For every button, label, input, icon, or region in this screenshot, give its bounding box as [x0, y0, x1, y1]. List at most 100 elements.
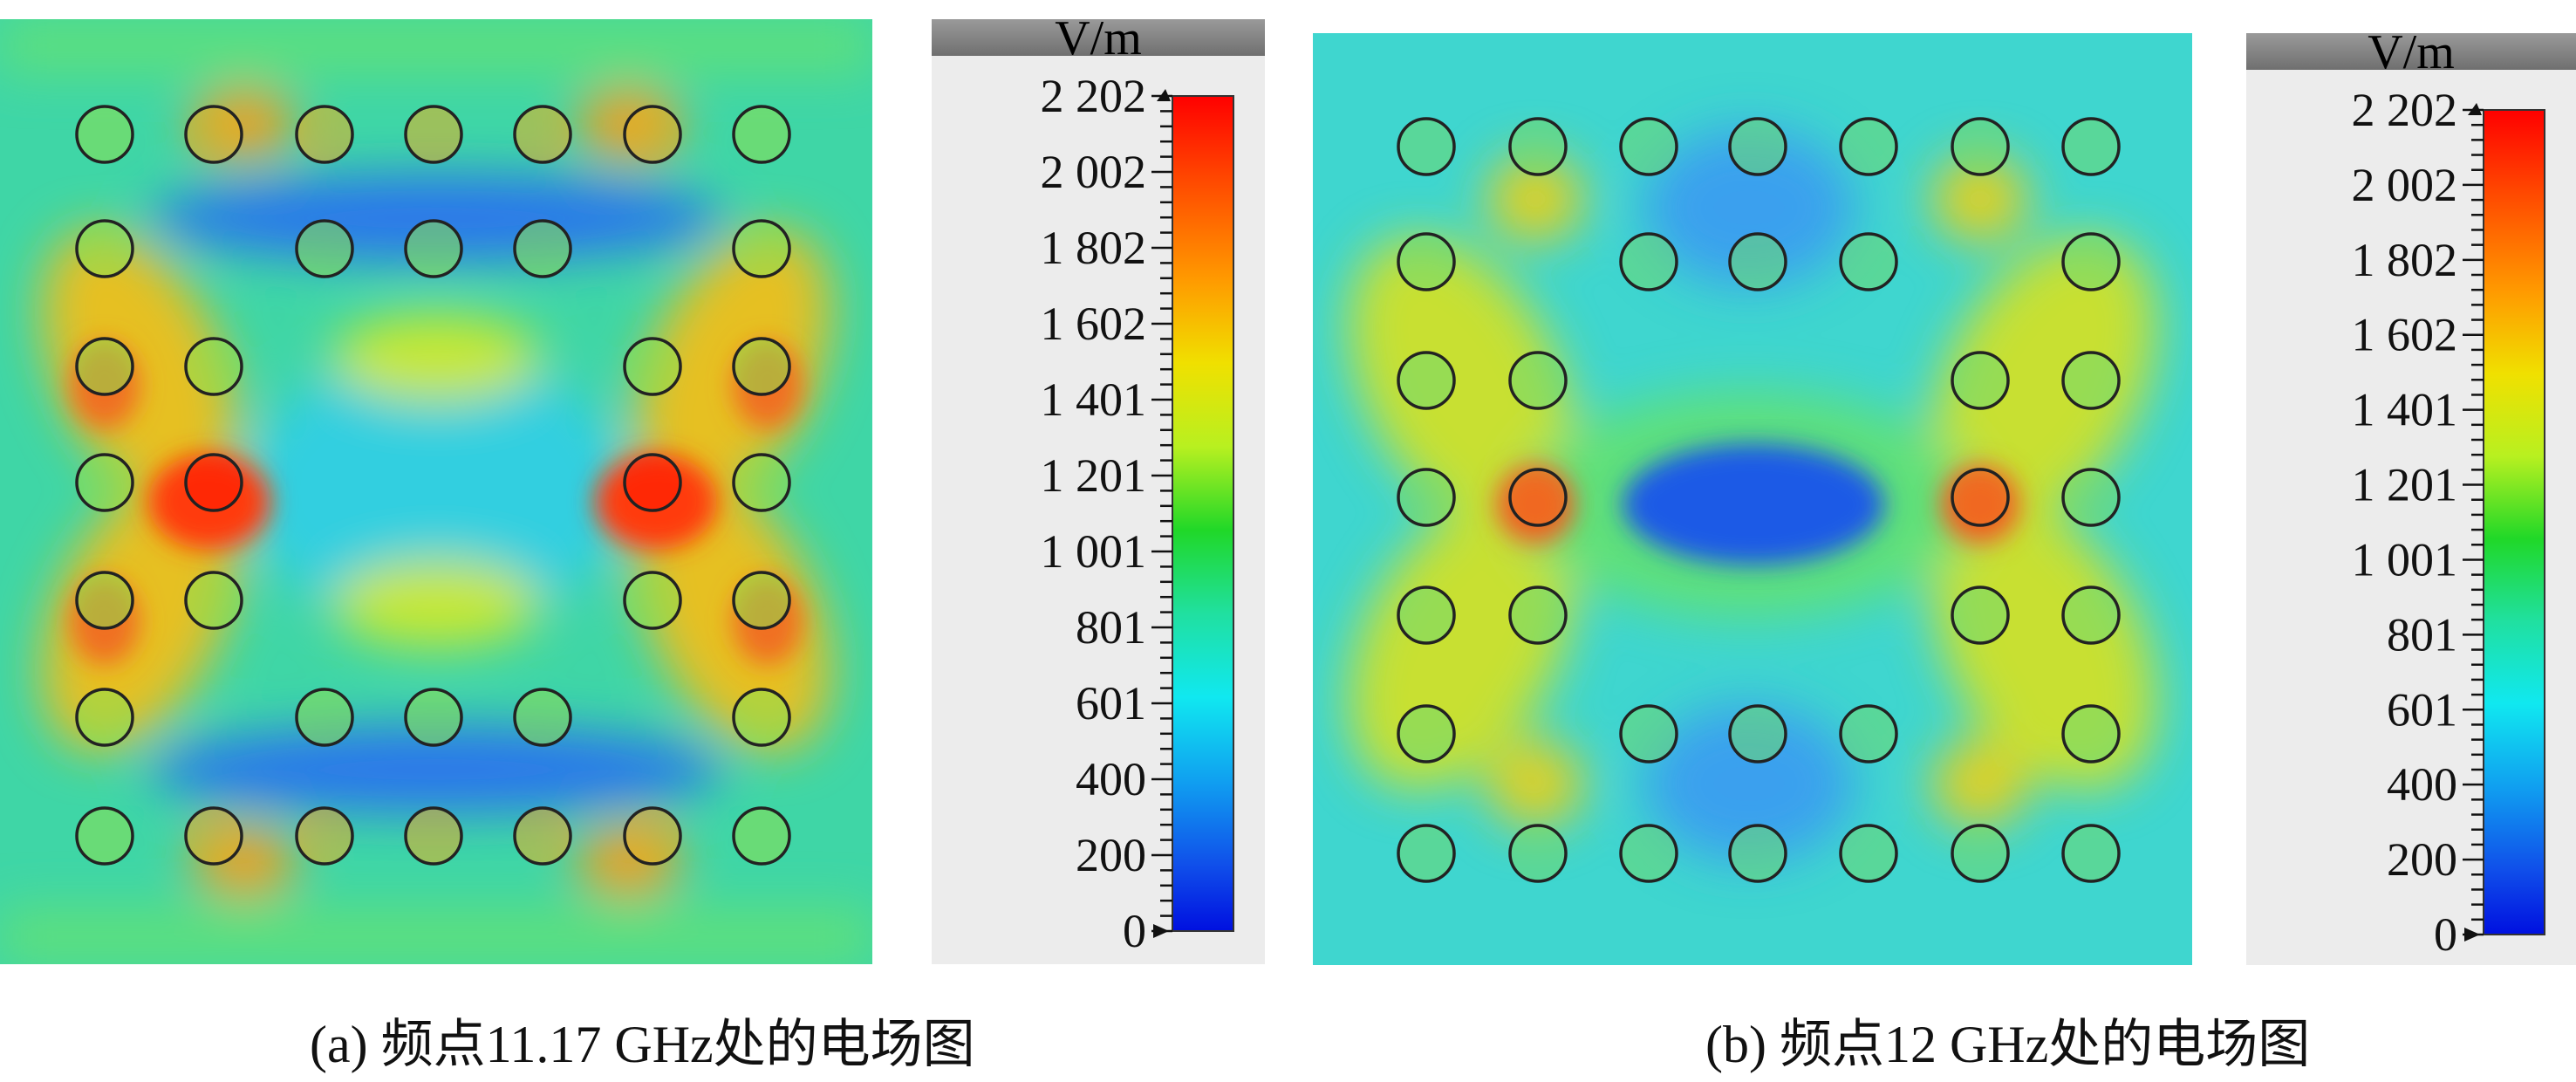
colorbar-tick-label: 801: [2387, 608, 2457, 661]
colorbar-gradient: [1172, 95, 1234, 932]
colorbar-unit-header: V/m: [932, 12, 1265, 65]
colorbar-tick-label: 801: [1076, 601, 1146, 654]
dielectric-rod: [513, 688, 572, 747]
colorbar-tick-label: 1 401: [2352, 384, 2458, 436]
dielectric-rod: [1951, 117, 2010, 176]
colorbar-tick-label: 400: [2387, 758, 2457, 811]
caption-b: (b) 频点12 GHz处的电场图: [1705, 1016, 2311, 1073]
colorbar-unit-label: V/m: [2368, 25, 2455, 79]
caption-a: (a) 频点11.17 GHz处的电场图: [310, 1016, 975, 1073]
colorbar-tick-label: 200: [1076, 829, 1146, 881]
colorbar-tick-label: 1 602: [2352, 309, 2458, 361]
dielectric-rod: [75, 806, 134, 866]
dielectric-rod: [513, 219, 572, 278]
dielectric-rod: [2061, 351, 2121, 410]
dielectric-rod: [1508, 468, 1568, 527]
dielectric-rod: [184, 105, 243, 164]
dielectric-rod: [1619, 117, 1678, 176]
dielectric-rod: [404, 806, 463, 866]
dielectric-rod: [732, 219, 791, 278]
dielectric-rod: [1397, 351, 1456, 410]
colorbar-tick-label: 2 002: [1041, 146, 1147, 198]
dielectric-rod: [184, 806, 243, 866]
dielectric-rod: [184, 453, 243, 512]
dielectric-rod: [2061, 586, 2121, 645]
dielectric-rod: [1728, 704, 1787, 764]
dielectric-rod: [1951, 824, 2010, 883]
dielectric-rod: [75, 571, 134, 630]
dielectric-rod: [2061, 468, 2121, 527]
dielectric-rod: [75, 688, 134, 747]
dielectric-rod: [75, 105, 134, 164]
colorbar-tick-label: 1 201: [1041, 449, 1147, 502]
dielectric-rod: [732, 337, 791, 396]
dielectric-rod: [1619, 232, 1678, 291]
dielectric-rod: [1839, 824, 1898, 883]
dielectric-rod: [1619, 704, 1678, 764]
colorbar-tick-label: 2 202: [1041, 70, 1147, 122]
rod-array-a: [75, 105, 791, 866]
dielectric-rod: [623, 571, 682, 630]
dielectric-rod: [1397, 824, 1456, 883]
colorbar-tick-label: 200: [2387, 833, 2457, 886]
dielectric-rod: [295, 219, 354, 278]
dielectric-rod: [1839, 232, 1898, 291]
colorbar-tick-label: 2 202: [2352, 84, 2458, 136]
dielectric-rod: [732, 105, 791, 164]
dielectric-rod: [75, 219, 134, 278]
colorbar-max-marker: [1157, 89, 1171, 101]
colorbar-tick-label: 0: [2434, 908, 2457, 961]
colorbar-tick-label: 1 602: [1041, 298, 1147, 350]
dielectric-rod: [184, 337, 243, 396]
field-map-b: [1313, 33, 2192, 965]
colorbar-tick-label: 0: [1123, 905, 1146, 957]
dielectric-rod: [513, 105, 572, 164]
dielectric-rod: [75, 337, 134, 396]
dielectric-rod: [623, 806, 682, 866]
dielectric-rod: [623, 337, 682, 396]
dielectric-rod: [1951, 586, 2010, 645]
colorbar-tick-label: 601: [2387, 683, 2457, 736]
colorbar-tick-label: 400: [1076, 753, 1146, 805]
dielectric-rod: [2061, 117, 2121, 176]
dielectric-rod: [1397, 117, 1456, 176]
colorbar-tick-label: 1 201: [2352, 459, 2458, 511]
dielectric-rod: [295, 806, 354, 866]
dielectric-rod: [1508, 586, 1568, 645]
dielectric-rod: [1397, 704, 1456, 764]
dielectric-rod: [1728, 117, 1787, 176]
dielectric-rod: [404, 105, 463, 164]
colorbar-tick-label: 1 401: [1041, 373, 1147, 426]
colorbar-unit-header: V/m: [2246, 26, 2576, 79]
dielectric-rod: [1397, 586, 1456, 645]
colorbar-a: 2 202 2 002 1 802 1 602 1 401 1 201 1 001 801 60…: [932, 12, 1265, 964]
dielectric-rod: [1839, 117, 1898, 176]
colorbar-b: 2 202 2 002 1 802 1 602 1 401 1 201 1 001 801 60…: [2246, 26, 2576, 965]
dielectric-rod: [2061, 704, 2121, 764]
dielectric-rod: [184, 571, 243, 630]
dielectric-rod: [1839, 704, 1898, 764]
colorbar-unit-label: V/m: [1055, 11, 1142, 65]
dielectric-rod: [732, 571, 791, 630]
dielectric-rod: [1951, 351, 2010, 410]
dielectric-rod: [1397, 468, 1456, 527]
colorbar-tick-label: 1 802: [2352, 234, 2458, 286]
dielectric-rod: [404, 219, 463, 278]
colorbar-tick-label: 1 802: [1041, 222, 1147, 274]
dielectric-rod: [2061, 232, 2121, 291]
dielectric-rod: [1508, 824, 1568, 883]
colorbar-tick-label: 1 001: [1041, 525, 1147, 578]
dielectric-rod: [1951, 468, 2010, 527]
colorbar-min-marker: [1153, 924, 1169, 938]
colorbar-min-marker: [2464, 928, 2480, 942]
colorbar-tick-label: 601: [1076, 677, 1146, 729]
dielectric-rod: [732, 688, 791, 747]
dielectric-rod: [2061, 824, 2121, 883]
dielectric-rod: [1728, 824, 1787, 883]
dielectric-rod: [732, 806, 791, 866]
dielectric-rod: [1728, 232, 1787, 291]
colorbar-tick-label: 2 002: [2352, 159, 2458, 211]
dielectric-rod: [1619, 824, 1678, 883]
dielectric-rod: [75, 453, 134, 512]
dielectric-rod: [404, 688, 463, 747]
